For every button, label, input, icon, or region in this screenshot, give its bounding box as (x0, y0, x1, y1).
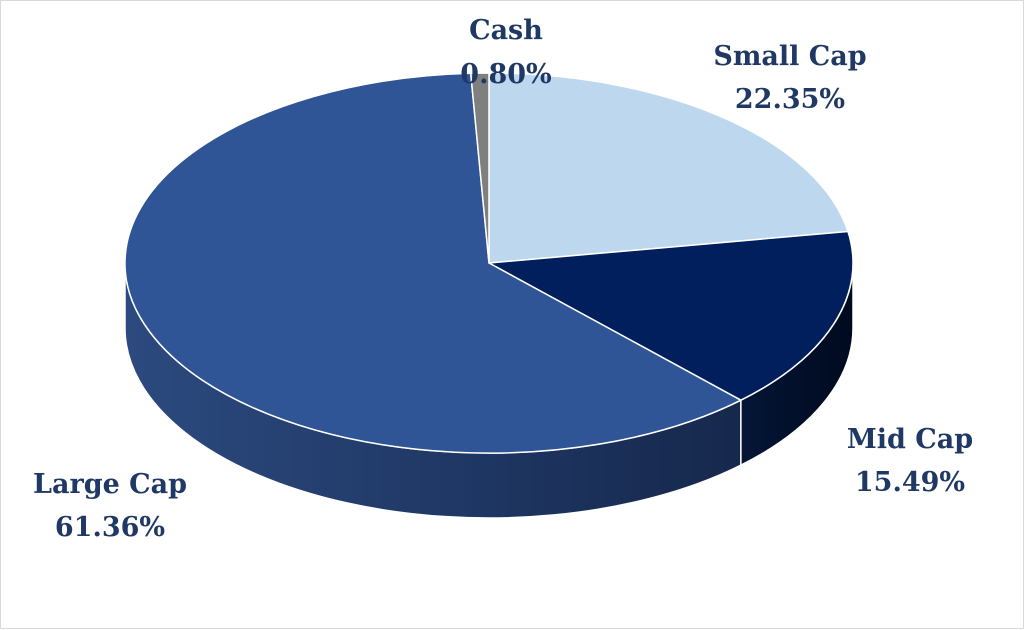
label-small-cap-name: Small Cap (713, 41, 866, 72)
slice-cash (469, 72, 490, 264)
label-mid-cap-name: Mid Cap (847, 424, 973, 455)
slice-mid-cap (488, 230, 854, 401)
slice-small-cap (488, 72, 849, 264)
label-mid-cap-value: 15.49% (855, 467, 965, 498)
pie-labels: Cash 0.80% Small Cap 22.35% Mid Cap 15.4… (33, 15, 973, 543)
label-large-cap-value: 61.36% (55, 512, 165, 543)
label-cash-value: 0.80% (460, 59, 551, 90)
label-small-cap-value: 22.35% (735, 84, 845, 115)
label-cash-name: Cash (469, 15, 543, 46)
pie-tops (124, 72, 854, 454)
label-large-cap-name: Large Cap (33, 469, 187, 500)
slice-large-cap (124, 72, 742, 454)
